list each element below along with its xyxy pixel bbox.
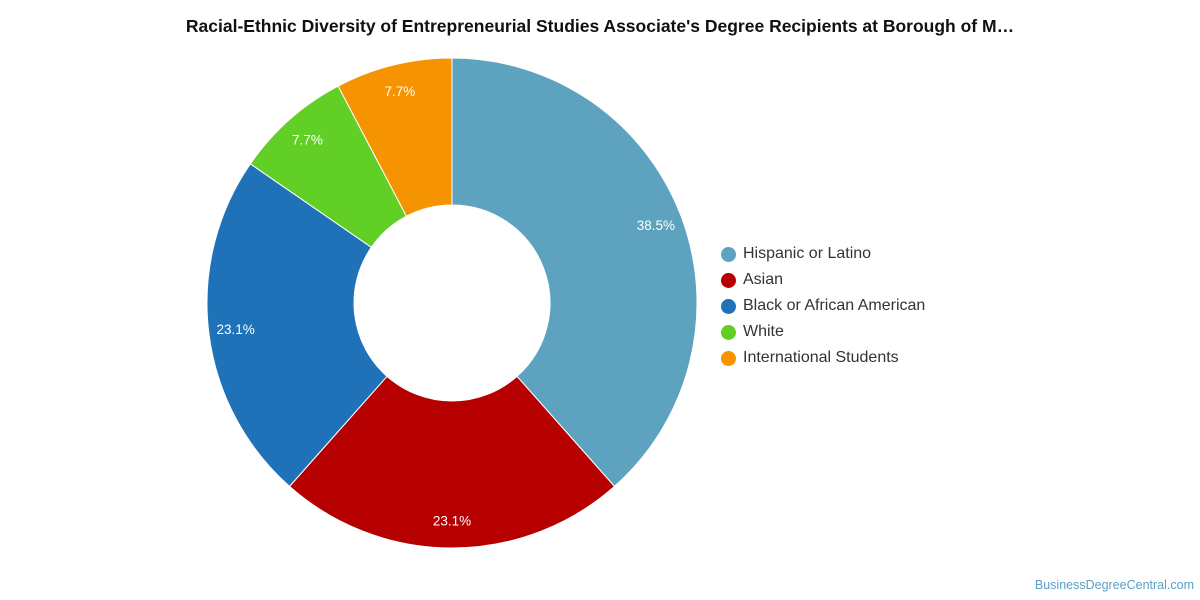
- slice-black-or-african-american[interactable]: [206, 163, 388, 488]
- data-label-hispanic-or-latino: 38.5%: [637, 218, 675, 233]
- slice-international-students[interactable]: [337, 57, 453, 217]
- slice-labels: 38.5% 23.1% 23.1% 7.7% 7.7%: [216, 84, 675, 529]
- legend-label: Black or African American: [743, 297, 926, 314]
- legend-item-hispanic-or-latino[interactable]: Hispanic or Latino: [721, 241, 925, 267]
- legend-label: Hispanic or Latino: [743, 245, 872, 262]
- legend-marker-icon: [721, 350, 736, 366]
- legend-marker-icon: [721, 324, 736, 340]
- chart-title: Racial-Ethnic Diversity of Entrepreneuri…: [185, 16, 1015, 36]
- legend-marker-icon: [721, 298, 736, 314]
- data-label-international-students: 7.7%: [384, 84, 415, 99]
- legend-label: International Students: [743, 349, 899, 366]
- donut-slices: [206, 57, 698, 549]
- legend-item-asian[interactable]: Asian: [721, 267, 925, 293]
- legend-item-international-students[interactable]: International Students: [721, 345, 925, 371]
- legend-marker-icon: [721, 272, 736, 288]
- legend-label: Asian: [743, 271, 784, 288]
- slice-asian[interactable]: [288, 375, 616, 549]
- legend-item-black-or-african-american[interactable]: Black or African American: [721, 293, 925, 319]
- data-label-white: 7.7%: [292, 132, 323, 147]
- data-label-asian: 23.1%: [433, 514, 471, 529]
- legend-label: White: [743, 323, 784, 340]
- legend-item-white[interactable]: White: [721, 319, 925, 345]
- legend-marker-icon: [721, 246, 736, 262]
- legend: Hispanic or Latino Asian Black or African …: [721, 241, 925, 371]
- slice-hispanic-or-latino[interactable]: [451, 57, 698, 488]
- data-label-black-or-african-american: 23.1%: [216, 322, 254, 337]
- watermark[interactable]: BusinessDegreeCentral.com: [1034, 578, 1194, 592]
